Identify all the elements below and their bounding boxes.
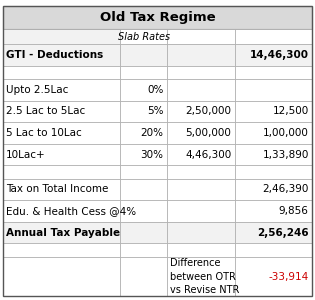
Bar [235,243,312,256]
Bar [167,243,235,256]
Bar [3,122,120,144]
Text: 5,00,000: 5,00,000 [186,128,232,138]
Bar [235,144,312,165]
Bar [120,44,167,66]
Bar [120,66,167,79]
Bar [235,256,312,296]
Bar [235,29,312,44]
Text: 9,856: 9,856 [279,206,309,216]
Text: Upto 2.5Lac: Upto 2.5Lac [6,85,69,95]
Bar [167,122,235,144]
Text: 1,33,890: 1,33,890 [262,150,309,160]
Text: 2,50,000: 2,50,000 [186,106,232,116]
Text: 12,500: 12,500 [272,106,309,116]
Bar [120,122,167,144]
Bar [167,222,235,243]
Text: Slab Rates: Slab Rates [117,32,170,42]
Bar [120,100,167,122]
Text: -33,914: -33,914 [268,272,309,282]
Text: Edu. & Health Cess @4%: Edu. & Health Cess @4% [6,206,136,216]
Text: GTI - Deductions: GTI - Deductions [6,50,104,60]
Bar [120,165,167,178]
Bar [235,100,312,122]
Bar [120,256,167,296]
Text: 2,46,390: 2,46,390 [262,184,309,194]
Bar [167,79,235,100]
Text: Tax on Total Income: Tax on Total Income [6,184,109,194]
Text: 10Lac+: 10Lac+ [6,150,46,160]
Bar [3,178,120,200]
Bar [235,222,312,243]
Bar [235,165,312,178]
Bar [3,243,120,256]
Bar [235,79,312,100]
Bar [167,66,235,79]
Text: 1,00,000: 1,00,000 [263,128,309,138]
Text: Difference
between OTR
vs Revise NTR: Difference between OTR vs Revise NTR [170,258,239,295]
Text: 30%: 30% [140,150,163,160]
Text: 0%: 0% [147,85,163,95]
Bar [167,144,235,165]
Bar [235,44,312,66]
Text: Annual Tax Payable: Annual Tax Payable [6,228,120,238]
Bar [3,29,120,44]
Bar [3,144,120,165]
Bar [167,178,235,200]
Bar [167,165,235,178]
Bar [3,44,120,66]
Bar [167,200,235,222]
Bar [120,29,167,44]
Text: 2,56,246: 2,56,246 [257,228,309,238]
Bar [3,6,312,29]
Bar [120,79,167,100]
Bar [3,100,120,122]
Bar [120,243,167,256]
Bar [167,29,235,44]
Text: 5 Lac to 10Lac: 5 Lac to 10Lac [6,128,82,138]
Text: 14,46,300: 14,46,300 [250,50,309,60]
Bar [3,256,120,296]
Bar [235,122,312,144]
Bar [235,66,312,79]
Bar [120,144,167,165]
Text: 2.5 Lac to 5Lac: 2.5 Lac to 5Lac [6,106,86,116]
Text: 4,46,300: 4,46,300 [185,150,232,160]
Bar [120,200,167,222]
Bar [167,256,235,296]
Bar [3,79,120,100]
Bar [120,178,167,200]
Text: 20%: 20% [140,128,163,138]
Bar [167,100,235,122]
Text: 5%: 5% [147,106,163,116]
Bar [3,222,120,243]
Text: Old Tax Regime: Old Tax Regime [100,11,215,24]
Bar [3,165,120,178]
Bar [3,200,120,222]
Bar [3,66,120,79]
Bar [235,178,312,200]
Bar [235,200,312,222]
Bar [167,44,235,66]
Bar [120,222,167,243]
